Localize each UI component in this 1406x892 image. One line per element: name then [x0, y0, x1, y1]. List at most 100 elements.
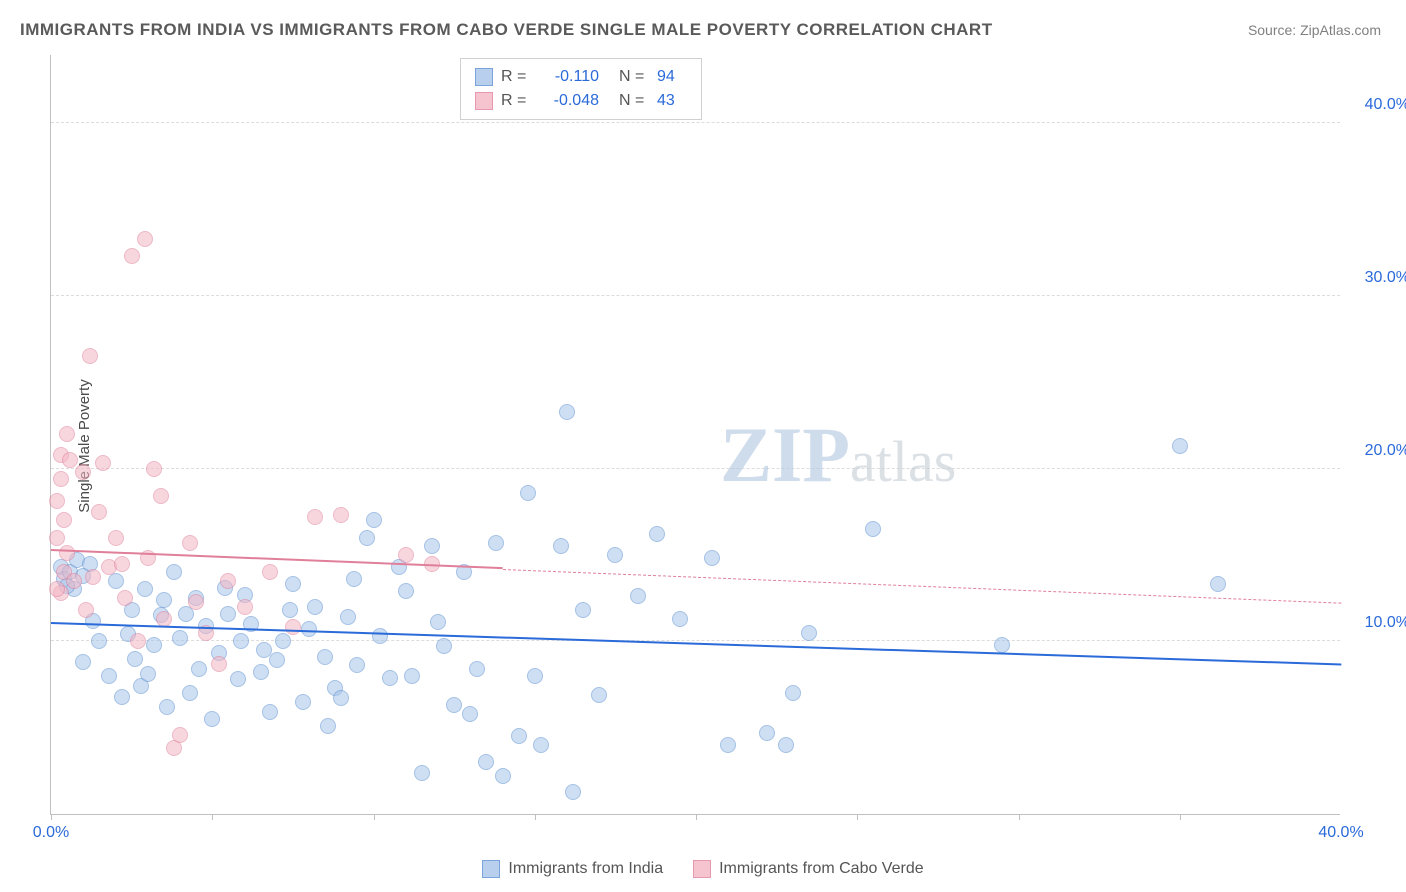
- scatter-point: [649, 526, 665, 542]
- y-tick-label: 30.0%: [1350, 269, 1406, 287]
- scatter-point: [95, 455, 111, 471]
- legend-item: Immigrants from Cabo Verde: [693, 860, 924, 878]
- scatter-point: [317, 649, 333, 665]
- scatter-point: [785, 685, 801, 701]
- scatter-point: [553, 538, 569, 554]
- scatter-point: [366, 512, 382, 528]
- scatter-point: [75, 654, 91, 670]
- scatter-point: [404, 668, 420, 684]
- scatter-point: [340, 609, 356, 625]
- scatter-point: [672, 611, 688, 627]
- scatter-point: [85, 569, 101, 585]
- scatter-point: [237, 599, 253, 615]
- scatter-point: [801, 625, 817, 641]
- scatter-point: [78, 602, 94, 618]
- scatter-point: [53, 471, 69, 487]
- scatter-point: [282, 602, 298, 618]
- source-attribution: Source: ZipAtlas.com: [1248, 22, 1381, 38]
- gridline: [51, 122, 1340, 123]
- scatter-point: [346, 571, 362, 587]
- scatter-point: [49, 493, 65, 509]
- scatter-point: [59, 545, 75, 561]
- scatter-point: [137, 231, 153, 247]
- scatter-point: [91, 504, 107, 520]
- scatter-point: [865, 521, 881, 537]
- scatter-point: [124, 248, 140, 264]
- y-tick-label: 40.0%: [1350, 96, 1406, 114]
- scatter-point: [49, 581, 65, 597]
- scatter-point: [704, 550, 720, 566]
- scatter-point: [469, 661, 485, 677]
- scatter-point: [114, 689, 130, 705]
- scatter-point: [495, 768, 511, 784]
- scatter-point: [511, 728, 527, 744]
- scatter-point: [295, 694, 311, 710]
- scatter-point: [153, 488, 169, 504]
- scatter-point: [82, 348, 98, 364]
- scatter-point: [59, 426, 75, 442]
- scatter-point: [137, 581, 153, 597]
- scatter-point: [156, 592, 172, 608]
- legend-series-label: Immigrants from Cabo Verde: [719, 860, 924, 878]
- scatter-point: [91, 633, 107, 649]
- scatter-point: [114, 556, 130, 572]
- scatter-point: [220, 606, 236, 622]
- y-tick-label: 10.0%: [1350, 614, 1406, 632]
- scatter-point: [66, 573, 82, 589]
- scatter-point: [166, 564, 182, 580]
- scatter-point: [462, 706, 478, 722]
- scatter-point: [520, 485, 536, 501]
- scatter-point: [372, 628, 388, 644]
- scatter-point: [230, 671, 246, 687]
- scatter-point: [759, 725, 775, 741]
- scatter-point: [262, 704, 278, 720]
- scatter-point: [778, 737, 794, 753]
- scatter-point: [101, 668, 117, 684]
- scatter-point: [488, 535, 504, 551]
- scatter-point: [333, 507, 349, 523]
- scatter-point: [269, 652, 285, 668]
- scatter-point: [211, 656, 227, 672]
- gridline: [51, 468, 1340, 469]
- scatter-point: [166, 740, 182, 756]
- scatter-point: [527, 668, 543, 684]
- legend-r-value: -0.048: [539, 92, 599, 110]
- scatter-point: [233, 633, 249, 649]
- x-tick-mark: [696, 814, 697, 820]
- scatter-point: [591, 687, 607, 703]
- scatter-point: [191, 661, 207, 677]
- legend-swatch: [482, 860, 500, 878]
- scatter-point: [127, 651, 143, 667]
- scatter-point: [478, 754, 494, 770]
- scatter-point: [398, 547, 414, 563]
- scatter-chart: 10.0%20.0%30.0%40.0%0.0%40.0%: [50, 55, 1340, 815]
- gridline: [51, 295, 1340, 296]
- scatter-point: [275, 633, 291, 649]
- legend-r-label: R =: [501, 68, 531, 86]
- legend-n-value: 43: [657, 92, 687, 110]
- x-tick-label: 0.0%: [33, 824, 69, 842]
- legend-n-value: 94: [657, 68, 687, 86]
- scatter-point: [382, 670, 398, 686]
- scatter-point: [424, 538, 440, 554]
- scatter-point: [172, 727, 188, 743]
- scatter-point: [607, 547, 623, 563]
- legend-swatch: [693, 860, 711, 878]
- scatter-point: [630, 588, 646, 604]
- legend-r-value: -0.110: [539, 68, 599, 86]
- scatter-point: [436, 638, 452, 654]
- scatter-point: [307, 509, 323, 525]
- scatter-point: [75, 464, 91, 480]
- scatter-point: [182, 685, 198, 701]
- scatter-point: [188, 594, 204, 610]
- legend-row: R =-0.048N =43: [475, 89, 687, 113]
- legend-swatch: [475, 92, 493, 110]
- scatter-point: [1210, 576, 1226, 592]
- scatter-point: [108, 530, 124, 546]
- legend-row: R =-0.110N =94: [475, 65, 687, 89]
- scatter-point: [130, 633, 146, 649]
- y-tick-label: 20.0%: [1350, 442, 1406, 460]
- scatter-point: [1172, 438, 1188, 454]
- legend-swatch: [475, 68, 493, 86]
- scatter-point: [446, 697, 462, 713]
